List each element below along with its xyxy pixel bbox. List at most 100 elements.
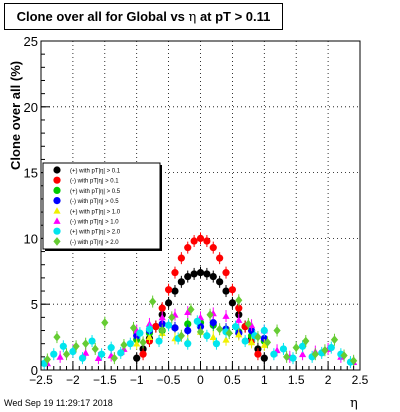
y-tick-label: 20: [24, 100, 38, 115]
legend-label: (+) with pT|η| > 2.0: [70, 230, 121, 236]
data-point: [212, 340, 221, 348]
title-suffix: at pT > 0.11: [196, 9, 271, 24]
data-point: [235, 295, 243, 305]
data-point: [145, 333, 154, 340]
x-tick-label: −1: [130, 373, 144, 387]
data-point: [209, 244, 217, 252]
data-point: [184, 244, 192, 252]
data-point: [235, 304, 243, 312]
data-point: [50, 350, 58, 358]
legend-marker: [53, 217, 61, 224]
data-point: [321, 345, 329, 355]
data-point: [231, 322, 240, 331]
data-point: [190, 270, 198, 278]
data-point: [350, 356, 358, 366]
legend-marker: [53, 197, 61, 205]
data-point: [292, 343, 300, 352]
data-point: [190, 237, 198, 245]
data-point: [244, 319, 252, 329]
y-tick-label: 10: [24, 231, 38, 246]
data-point: [187, 305, 195, 314]
data-point: [263, 338, 272, 347]
data-point: [273, 326, 281, 335]
data-point: [302, 336, 310, 346]
data-point: [165, 286, 173, 294]
data-point: [298, 342, 307, 350]
series-2: [139, 232, 262, 361]
data-point: [177, 278, 185, 286]
data-point: [158, 304, 166, 312]
data-point: [107, 344, 115, 352]
x-tick-label: 2.5: [352, 373, 369, 387]
data-point: [260, 341, 268, 348]
data-point: [254, 332, 262, 342]
y-tick-label: 15: [24, 166, 38, 181]
data-point: [216, 324, 224, 334]
x-tick-label: 1.5: [288, 373, 305, 387]
data-point: [72, 341, 80, 351]
y-tick-label: 25: [24, 34, 38, 49]
plot-markers: [40, 232, 358, 370]
legend-marker: [53, 176, 61, 184]
x-tick-label: −2.5: [29, 373, 53, 387]
data-point: [228, 286, 236, 294]
data-point: [43, 355, 51, 364]
chart-title: Clone over all for Global vs η at pT > 0…: [4, 3, 283, 30]
legend-label: (-) with pT|η| > 1.0: [70, 220, 119, 226]
data-point: [62, 349, 71, 359]
data-point: [222, 336, 230, 343]
data-point: [196, 327, 205, 337]
legend: (+) with pT|η| > 0.1 (-) with pT|η| > 0.1…: [42, 162, 162, 251]
data-point: [184, 308, 192, 315]
x-tick-label: −2: [66, 373, 80, 387]
data-point: [117, 349, 125, 357]
data-point: [139, 350, 147, 358]
data-point: [298, 350, 307, 358]
data-point: [209, 333, 217, 340]
data-point: [158, 326, 166, 335]
data-point: [222, 312, 230, 319]
data-point: [69, 347, 77, 356]
data-point: [145, 325, 154, 333]
data-point: [171, 269, 179, 277]
timestamp: Wed Sep 19 11:29:17 2018: [4, 398, 113, 408]
series-8: [43, 294, 358, 367]
title-prefix: Clone over all for Global vs: [16, 9, 189, 24]
legend-label: (-) with pT|η| > 2.0: [70, 240, 119, 246]
data-point: [209, 272, 217, 281]
data-point: [311, 349, 319, 359]
data-point: [129, 323, 138, 333]
data-point: [120, 340, 128, 350]
data-point: [149, 297, 157, 306]
y-tick-label: 0: [31, 363, 38, 378]
legend-box: [42, 162, 161, 250]
x-tick-label: −0.5: [157, 373, 181, 387]
title-eta-symbol: η: [188, 10, 197, 25]
data-point: [94, 354, 103, 362]
data-point: [53, 332, 61, 342]
legend-label: (-) with pT|η| > 0.1: [70, 179, 119, 185]
legend-label: (+) with pT|η| > 0.1: [70, 169, 121, 175]
data-point: [177, 331, 185, 341]
legend-label: (-) with pT|η| > 0.5: [70, 199, 119, 205]
data-point: [206, 310, 214, 320]
data-point: [203, 237, 211, 245]
data-point: [222, 269, 230, 277]
data-point: [235, 316, 243, 323]
data-point: [340, 351, 348, 360]
data-point: [136, 329, 144, 337]
data-point: [59, 342, 67, 350]
data-point: [235, 330, 243, 338]
data-point: [270, 350, 278, 358]
data-point: [139, 338, 147, 347]
data-point: [216, 254, 224, 262]
x-tick-label: 0.5: [224, 373, 241, 387]
data-point: [327, 344, 335, 352]
legend-marker: [53, 207, 61, 214]
data-point: [193, 317, 201, 325]
data-point: [82, 349, 90, 356]
x-axis-label: η: [350, 396, 358, 411]
data-point: [110, 353, 118, 363]
data-point: [184, 272, 192, 281]
